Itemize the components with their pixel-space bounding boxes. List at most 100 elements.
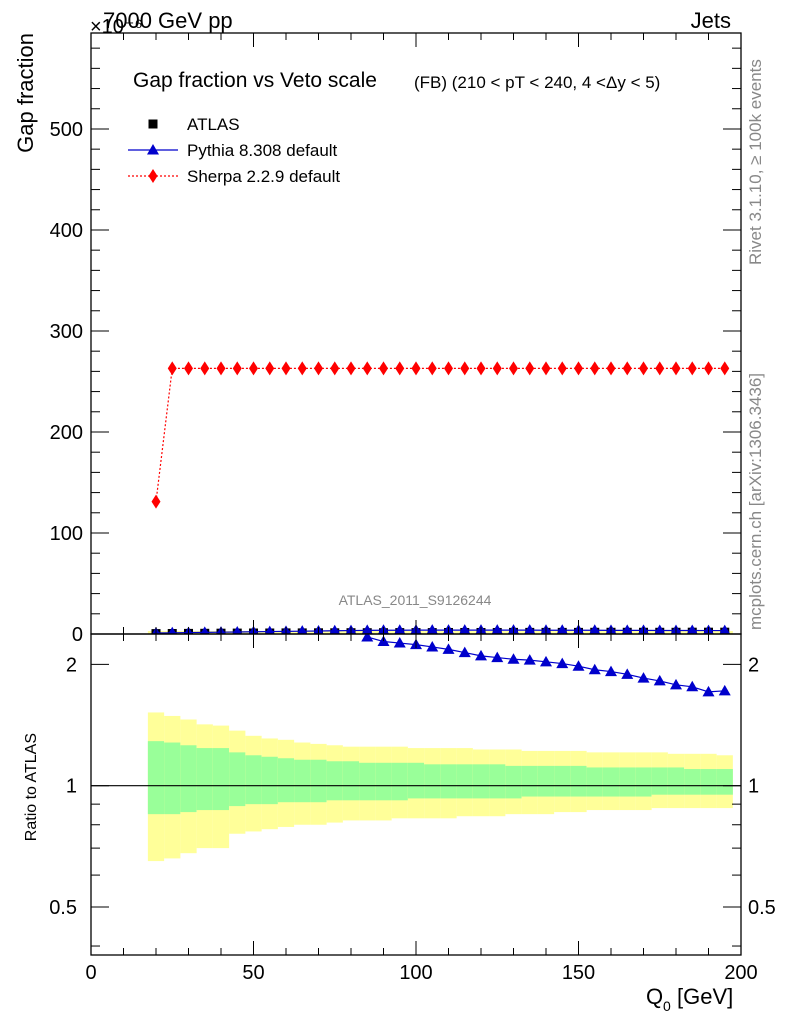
data-point xyxy=(151,494,161,509)
x-tick-label: 100 xyxy=(399,962,432,984)
y-tick-label: 400 xyxy=(50,220,83,242)
ratio-series-0 xyxy=(361,634,731,697)
data-point xyxy=(459,624,471,634)
data-point xyxy=(444,361,453,376)
data-point xyxy=(654,624,666,634)
legend-label: Pythia 8.308 default xyxy=(187,141,338,160)
data-point xyxy=(362,361,372,376)
ratio-y-tick-label-right: 2 xyxy=(748,654,759,676)
data-point xyxy=(379,361,388,376)
ratio-point xyxy=(588,663,601,675)
ratio-y-axis-title: Ratio to ATLAS xyxy=(23,733,40,841)
data-point xyxy=(394,624,406,634)
ratio-point xyxy=(686,680,699,692)
band-inner xyxy=(391,762,408,801)
band-inner xyxy=(375,762,392,801)
band-inner xyxy=(554,765,571,797)
band-inner xyxy=(505,765,522,799)
data-point xyxy=(265,361,275,376)
band-inner xyxy=(472,764,490,799)
band-inner xyxy=(261,756,278,805)
data-point xyxy=(476,361,486,376)
data-point xyxy=(427,361,437,376)
band-inner xyxy=(586,767,603,797)
x-tick-label: 50 xyxy=(242,962,264,984)
data-point xyxy=(556,624,568,634)
data-point xyxy=(492,361,502,376)
x-tick-label: 200 xyxy=(724,962,757,984)
ratio-point xyxy=(670,678,682,690)
ratio-point xyxy=(523,654,536,665)
data-point xyxy=(606,361,616,376)
y-tick-label: 200 xyxy=(50,422,83,444)
legend-marker xyxy=(147,144,159,155)
ratio-axes: 0 50 100 150 200 0.5 0.5 1 1 2 2 xyxy=(49,633,776,984)
data-point xyxy=(329,624,341,634)
band-inner xyxy=(667,767,685,795)
legend-label: Sherpa 2.2.9 default xyxy=(187,167,340,186)
chart-title: Gap fraction vs Veto scale xyxy=(133,69,377,92)
ratio-y-tick-label: 2 xyxy=(66,654,77,676)
y-tick-label: 500 xyxy=(50,119,83,141)
legend-item: Sherpa 2.2.9 default xyxy=(128,167,340,186)
ratio-point xyxy=(458,646,471,658)
ratio-y-tick-label: 0.5 xyxy=(49,897,77,919)
band-inner xyxy=(440,764,457,799)
x-axis-title: Q 0 [GeV] xyxy=(646,984,733,1014)
legend-label: ATLAS xyxy=(187,115,240,134)
data-point xyxy=(509,361,518,376)
ratio-point xyxy=(507,653,520,664)
ratio-point xyxy=(556,657,569,669)
legend-item: ATLAS xyxy=(148,115,240,134)
data-point xyxy=(671,361,681,376)
ratio-point xyxy=(621,668,634,679)
svg-text:[GeV]: [GeV] xyxy=(677,984,733,1009)
y-tick-label: 100 xyxy=(50,523,83,545)
mcplots-label: mcplots.cern.ch [arXiv:1306.3436] xyxy=(746,373,765,630)
band-inner xyxy=(456,764,473,799)
data-point xyxy=(557,361,567,376)
data-point xyxy=(395,361,405,376)
data-point xyxy=(346,361,356,376)
data-point xyxy=(720,361,730,376)
x-tick-label: 150 xyxy=(562,962,595,984)
data-point xyxy=(491,624,503,634)
band-inner xyxy=(424,764,441,799)
band-inner xyxy=(570,765,587,797)
band-inner xyxy=(294,759,311,803)
data-point xyxy=(232,361,242,376)
data-point xyxy=(232,625,242,634)
band-inner xyxy=(359,762,376,801)
band-inner xyxy=(277,758,295,803)
data-point xyxy=(200,361,210,376)
data-point xyxy=(574,361,583,376)
data-point xyxy=(297,361,307,376)
band-inner xyxy=(635,767,652,797)
ratio-point xyxy=(718,684,731,696)
data-point xyxy=(704,361,713,376)
data-point xyxy=(249,361,258,376)
data-point xyxy=(719,624,731,634)
band-inner xyxy=(716,769,733,795)
band-inner xyxy=(407,762,425,799)
data-point xyxy=(330,361,340,376)
data-point xyxy=(589,624,601,634)
legend: ATLAS Pythia 8.308 default Sherpa 2.2.9 de… xyxy=(128,115,340,186)
band-inner xyxy=(310,759,327,803)
ratio-point xyxy=(442,643,455,654)
series-line xyxy=(155,367,725,502)
data-point xyxy=(426,624,438,634)
ratio-point xyxy=(393,637,406,648)
ratio-point xyxy=(702,685,715,697)
ratio-point xyxy=(637,672,650,683)
data-point xyxy=(541,361,551,376)
legend-marker xyxy=(148,169,158,183)
band-inner xyxy=(164,742,181,815)
data-point xyxy=(216,361,226,376)
data-point xyxy=(524,624,536,634)
data-point xyxy=(460,361,470,376)
band-inner xyxy=(180,745,197,813)
ratio-point xyxy=(491,651,504,663)
ratio-point xyxy=(540,655,552,667)
ratio-y-tick-label-right: 1 xyxy=(748,776,759,798)
